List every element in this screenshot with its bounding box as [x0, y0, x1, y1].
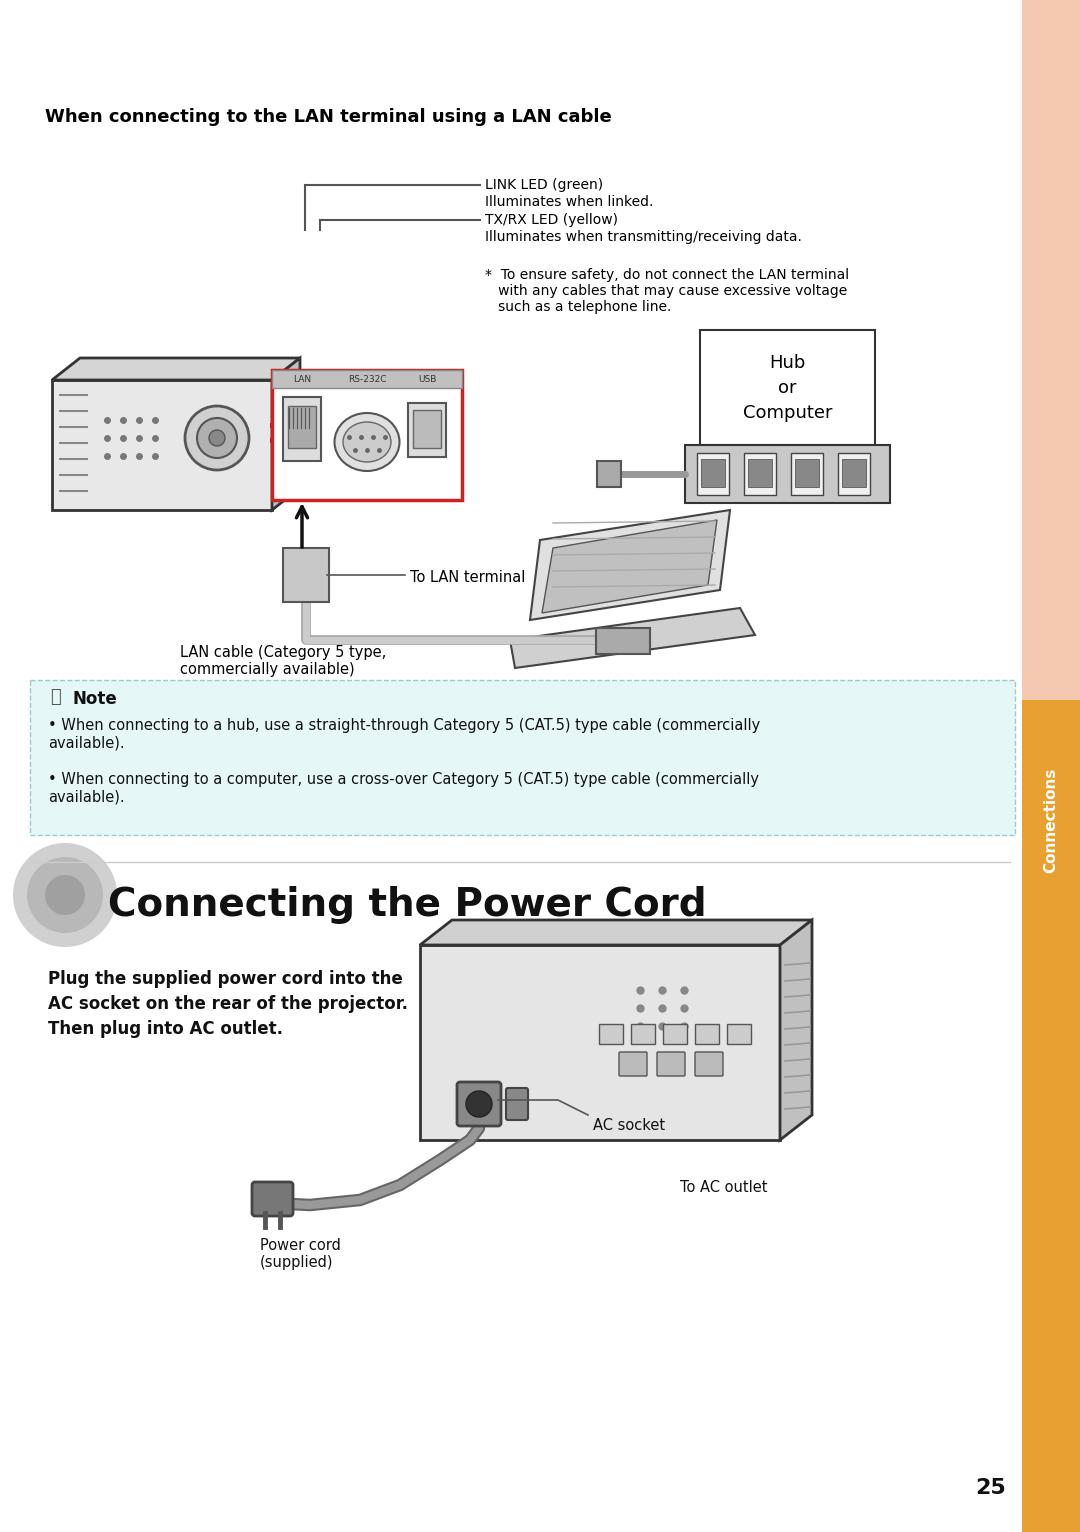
FancyBboxPatch shape [791, 453, 823, 495]
FancyBboxPatch shape [283, 397, 321, 461]
Text: LAN: LAN [293, 375, 311, 385]
Polygon shape [780, 921, 812, 1140]
FancyBboxPatch shape [631, 1023, 654, 1043]
Text: To LAN terminal: To LAN terminal [410, 570, 525, 585]
FancyBboxPatch shape [1022, 700, 1080, 1532]
Text: TX/RX LED (yellow): TX/RX LED (yellow) [485, 213, 618, 227]
FancyBboxPatch shape [272, 371, 462, 499]
FancyBboxPatch shape [1022, 0, 1080, 950]
Text: • When connecting to a computer, use a cross-over Category 5 (CAT.5) type cable : • When connecting to a computer, use a c… [48, 772, 759, 804]
FancyBboxPatch shape [597, 461, 621, 487]
Polygon shape [530, 510, 730, 620]
FancyBboxPatch shape [30, 680, 1015, 835]
Polygon shape [52, 358, 300, 380]
FancyBboxPatch shape [685, 444, 890, 502]
Text: 🖊: 🖊 [50, 688, 60, 706]
FancyBboxPatch shape [457, 1082, 501, 1126]
Polygon shape [510, 608, 755, 668]
FancyBboxPatch shape [283, 548, 329, 602]
FancyBboxPatch shape [420, 945, 780, 1140]
Text: AC socket: AC socket [593, 1118, 665, 1134]
Text: When connecting to the LAN terminal using a LAN cable: When connecting to the LAN terminal usin… [45, 107, 611, 126]
Circle shape [197, 418, 237, 458]
Text: Hub
or
Computer: Hub or Computer [743, 354, 833, 421]
FancyBboxPatch shape [288, 406, 316, 447]
FancyBboxPatch shape [748, 460, 772, 487]
Text: Illuminates when transmitting/receiving data.: Illuminates when transmitting/receiving … [485, 230, 801, 244]
Text: Connecting the Power Cord: Connecting the Power Cord [108, 885, 706, 924]
Text: Connections: Connections [1043, 768, 1058, 873]
FancyBboxPatch shape [696, 1052, 723, 1075]
Circle shape [465, 1091, 492, 1117]
Text: RS-232C: RS-232C [348, 375, 387, 385]
FancyBboxPatch shape [696, 1023, 719, 1043]
Text: • When connecting to a hub, use a straight-through Category 5 (CAT.5) type cable: • When connecting to a hub, use a straig… [48, 719, 760, 751]
FancyBboxPatch shape [795, 460, 819, 487]
FancyBboxPatch shape [744, 453, 777, 495]
FancyBboxPatch shape [413, 411, 441, 447]
Text: USB: USB [418, 375, 436, 385]
Text: Plug the supplied power cord into the
AC socket on the rear of the projector.
Th: Plug the supplied power cord into the AC… [48, 970, 408, 1039]
Text: To AC outlet: To AC outlet [680, 1180, 768, 1195]
FancyBboxPatch shape [697, 453, 729, 495]
FancyBboxPatch shape [619, 1052, 647, 1075]
Polygon shape [542, 519, 717, 613]
FancyBboxPatch shape [727, 1023, 751, 1043]
FancyBboxPatch shape [272, 371, 462, 388]
FancyBboxPatch shape [252, 1183, 293, 1216]
FancyBboxPatch shape [657, 1052, 685, 1075]
Circle shape [45, 875, 85, 915]
FancyBboxPatch shape [52, 380, 272, 510]
FancyBboxPatch shape [408, 403, 446, 457]
Text: Note: Note [72, 689, 117, 708]
Text: Illuminates when linked.: Illuminates when linked. [485, 195, 653, 208]
FancyBboxPatch shape [838, 453, 870, 495]
Circle shape [210, 430, 225, 446]
FancyBboxPatch shape [842, 460, 866, 487]
FancyBboxPatch shape [663, 1023, 687, 1043]
Circle shape [13, 843, 117, 947]
Polygon shape [420, 921, 812, 945]
Text: LAN cable (Category 5 type,
commercially available): LAN cable (Category 5 type, commercially… [180, 645, 387, 677]
Text: Power cord
(supplied): Power cord (supplied) [260, 1238, 341, 1270]
FancyBboxPatch shape [599, 1023, 623, 1043]
Ellipse shape [335, 414, 400, 470]
Ellipse shape [343, 421, 391, 463]
FancyBboxPatch shape [701, 460, 725, 487]
FancyBboxPatch shape [700, 329, 875, 444]
Text: LINK LED (green): LINK LED (green) [485, 178, 603, 192]
FancyBboxPatch shape [596, 628, 650, 654]
Circle shape [185, 406, 249, 470]
FancyBboxPatch shape [507, 1088, 528, 1120]
Text: *  To ensure safety, do not connect the LAN terminal
   with any cables that may: * To ensure safety, do not connect the L… [485, 268, 849, 314]
Text: 25: 25 [975, 1478, 1005, 1498]
Circle shape [27, 856, 103, 933]
Polygon shape [272, 358, 300, 510]
